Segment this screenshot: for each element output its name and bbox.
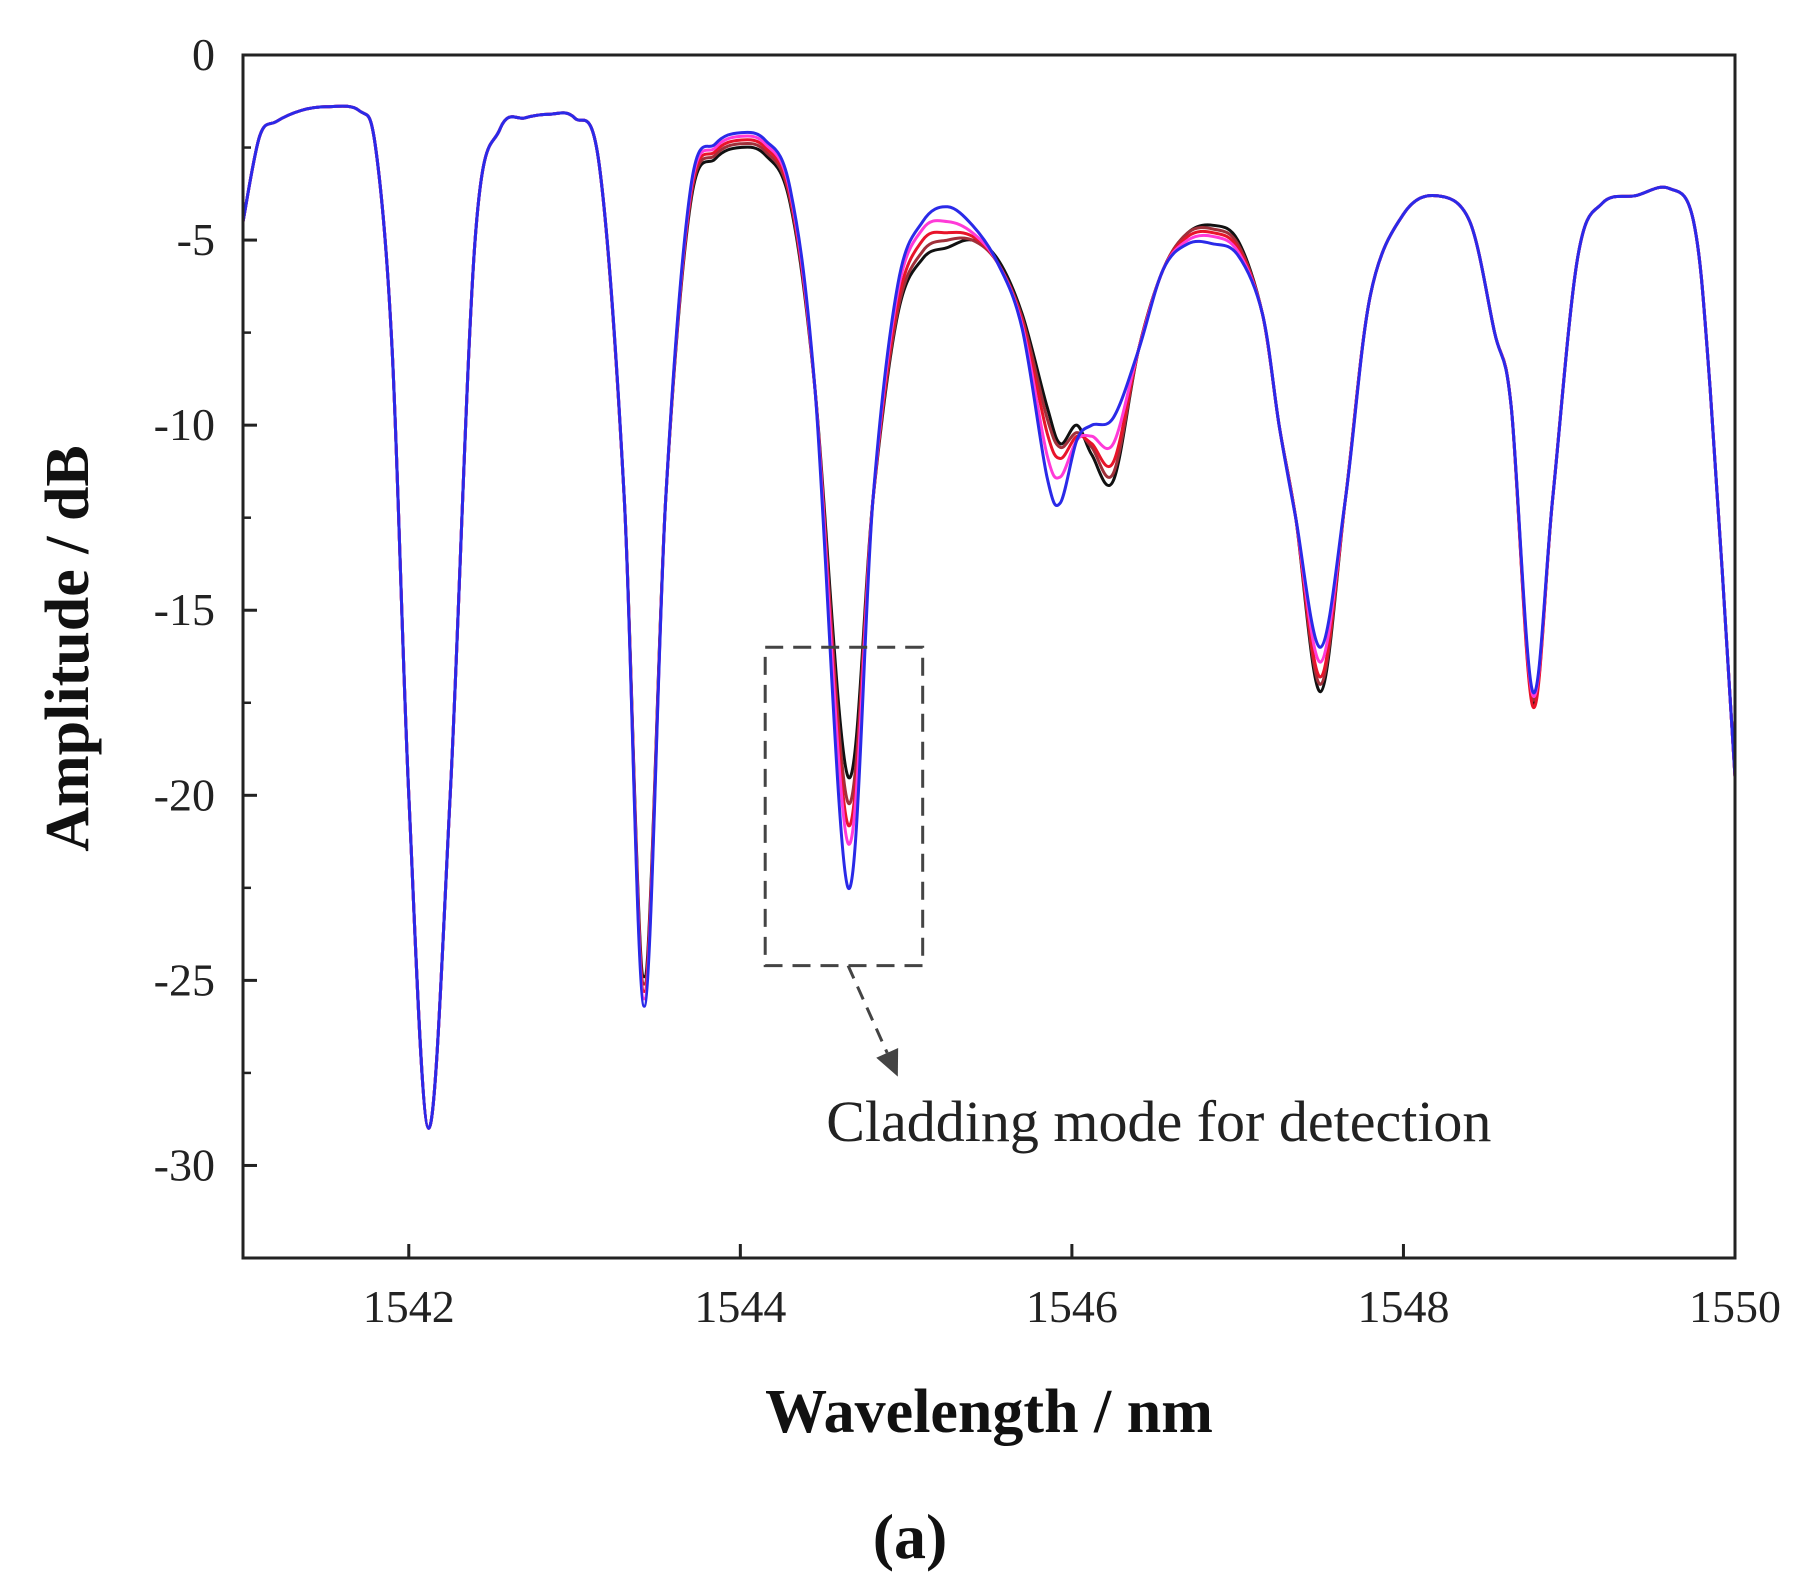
x-tick-label: 1550 [1689,1281,1781,1332]
annotation-arrowhead [876,1047,899,1077]
series-line-magenta [241,104,1737,1130]
y-tick-label: -10 [154,399,215,450]
x-tick-label: 1548 [1357,1281,1449,1332]
axis-ticks: 1542 1544 1546 1548 1550 0 -5 -10 -15 -20 -25 -30 [154,29,1781,1332]
plot-area [241,104,1737,1130]
y-axis-title: Amplitude / dB [34,445,102,852]
annotation: Cladding mode for detection [763,645,1491,1154]
y-tick-label: -15 [154,584,215,635]
y-tick-label: -5 [177,214,215,265]
series-line-black [241,104,1737,1130]
panel-label: (a) [873,1501,948,1572]
annotation-text: Cladding mode for detection [826,1089,1491,1154]
x-axis-title: Wavelength / nm [765,1378,1213,1446]
plot-frame [241,53,1737,1260]
y-tick-label: -20 [154,769,215,820]
series-line-red [241,104,1737,1130]
y-tick-label: -25 [154,954,215,1005]
annotation-arrow [846,964,889,1054]
series-line-brown [241,104,1737,1130]
x-tick-label: 1544 [694,1281,786,1332]
series-line-blue [241,104,1737,1130]
x-tick-label: 1546 [1026,1281,1118,1332]
y-tick-label: 0 [192,29,215,80]
x-tick-label: 1542 [363,1281,455,1332]
y-tick-label: -30 [154,1139,215,1190]
annotation-box [763,645,925,968]
